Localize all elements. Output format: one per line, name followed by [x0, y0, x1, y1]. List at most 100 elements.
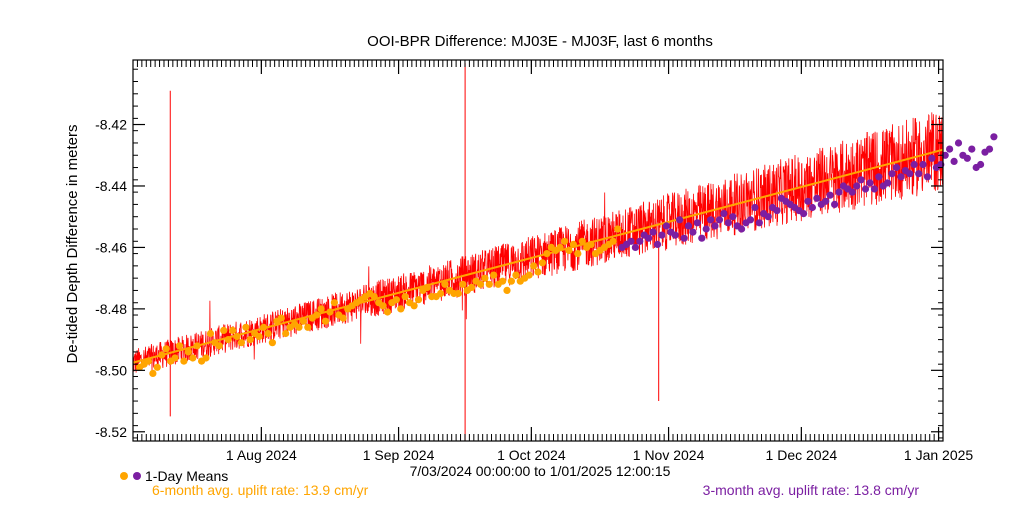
six-month-mean-point: [614, 225, 622, 233]
x-tick-label: 1 Oct 2024: [497, 447, 566, 463]
three-month-mean-point: [919, 160, 927, 169]
six-month-mean-point: [330, 299, 338, 307]
three-month-mean-point: [800, 210, 808, 218]
six-month-mean-point: [277, 314, 285, 322]
six-month-mean-point: [282, 329, 290, 338]
three-month-mean-point: [892, 163, 901, 172]
three-month-mean-point: [702, 225, 710, 233]
six-month-mean-point: [317, 305, 325, 313]
six-month-mean-point: [609, 237, 617, 245]
six-month-mean-point: [242, 323, 250, 331]
daily-means-points: [136, 133, 998, 377]
three-month-mean-point: [711, 222, 719, 230]
x-range-label: 7/03/2024 00:00:00 to 1/01/2025 12:00:15: [410, 463, 671, 479]
axis-ticks: [132, 60, 944, 441]
three-month-mean-point: [928, 154, 936, 162]
plot-border: [132, 59, 944, 442]
legend: 1-Day Means: [120, 468, 228, 484]
three-month-mean-point: [861, 185, 870, 193]
three-month-mean-point: [720, 210, 728, 218]
three-month-mean-point: [658, 231, 666, 239]
three-month-mean-point: [698, 234, 706, 242]
six-month-mean-point: [578, 237, 586, 245]
three-month-mean-point: [707, 216, 715, 224]
three-month-mean-point: [808, 203, 817, 212]
three-month-rate-label: 3-month avg. uplift rate: 13.8 cm/yr: [703, 482, 920, 498]
three-month-mean-point: [662, 222, 671, 230]
three-month-mean-point: [857, 176, 865, 184]
legend-marker-purple: [133, 472, 141, 480]
y-tick-label: -8.46: [95, 239, 127, 255]
six-month-mean-point: [264, 329, 272, 338]
six-month-mean-point: [153, 363, 161, 371]
six-month-mean-point: [401, 293, 409, 301]
six-month-mean-point: [485, 280, 493, 288]
three-month-mean-point: [848, 188, 856, 196]
six-month-mean-point: [414, 296, 423, 304]
three-month-mean-point: [853, 182, 861, 190]
six-month-rate-label: 6-month avg. uplift rate: 13.9 cm/yr: [152, 482, 369, 498]
six-month-mean-point: [184, 348, 192, 356]
six-month-mean-point: [162, 345, 170, 353]
three-month-mean-point: [680, 234, 688, 242]
six-month-mean-point: [149, 369, 157, 377]
six-month-mean-point: [525, 271, 533, 279]
six-month-mean-point: [538, 259, 547, 267]
six-month-mean-point: [144, 357, 153, 365]
three-month-mean-point: [764, 213, 772, 221]
three-month-mean-point: [831, 200, 839, 208]
three-month-mean-point: [866, 179, 874, 187]
three-month-mean-point: [884, 179, 892, 187]
three-month-mean-point: [946, 145, 954, 153]
six-month-mean-point: [534, 268, 542, 276]
x-tick-label: 1 Dec 2024: [766, 447, 838, 463]
six-month-mean-point: [215, 342, 223, 350]
six-month-mean-point: [268, 339, 276, 347]
six-month-mean-point: [175, 342, 184, 350]
six-month-mean-point: [587, 240, 595, 248]
three-month-mean-point: [870, 185, 879, 193]
six-month-mean-point: [299, 317, 307, 325]
three-month-mean-point: [684, 222, 693, 230]
six-month-mean-point: [379, 302, 387, 310]
six-month-mean-point: [556, 243, 564, 251]
six-month-mean-point: [561, 237, 569, 245]
three-month-mean-point: [755, 219, 763, 227]
three-month-mean-point: [689, 228, 697, 236]
three-month-mean-point: [671, 231, 679, 239]
six-month-mean-point: [158, 351, 166, 359]
three-month-mean-point: [738, 225, 746, 233]
six-month-mean-point: [574, 250, 582, 258]
three-month-mean-point: [627, 237, 635, 245]
six-month-mean-point: [490, 271, 498, 279]
six-month-mean-point: [171, 354, 179, 362]
six-month-mean-point: [392, 296, 400, 304]
three-month-mean-point: [746, 216, 755, 224]
three-month-mean-point: [676, 216, 684, 224]
y-tick-label: -8.52: [95, 424, 127, 440]
six-month-mean-point: [206, 329, 215, 338]
six-month-mean-point: [304, 323, 312, 331]
three-month-mean-point: [923, 173, 932, 181]
six-month-mean-point: [565, 246, 573, 255]
six-month-mean-point: [233, 332, 241, 341]
six-month-mean-point: [503, 286, 511, 294]
legend-marker-orange: [120, 472, 128, 480]
six-month-mean-point: [370, 293, 378, 301]
three-month-mean-point: [724, 219, 732, 227]
chart-title: OOI-BPR Difference: MJ03E - MJ03F, last …: [367, 33, 713, 50]
x-tick-label: 1 Jan 2025: [904, 447, 973, 463]
fit-line: [132, 148, 944, 364]
three-month-mean-point: [813, 194, 821, 202]
x-tick-label: 1 Nov 2024: [633, 447, 705, 463]
six-month-mean-point: [229, 326, 237, 334]
y-tick-label: -8.44: [95, 178, 127, 194]
six-month-mean-point: [530, 262, 538, 270]
six-month-mean-point: [193, 342, 201, 350]
three-month-mean-point: [631, 243, 640, 251]
y-tick-label: -8.48: [95, 301, 127, 317]
three-month-mean-point: [897, 173, 905, 181]
y-tick-label: -8.50: [95, 362, 127, 378]
three-month-mean-point: [804, 197, 812, 205]
